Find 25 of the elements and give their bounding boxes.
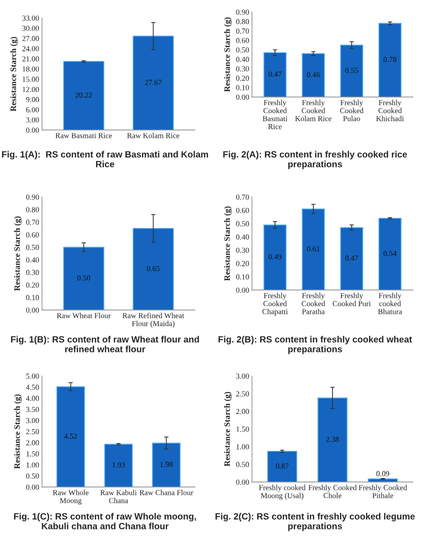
- bar: [378, 218, 402, 290]
- bar: [263, 52, 287, 97]
- y-axis-title: Resistance Starch (g): [224, 392, 232, 466]
- text: Fig. 2(A): RS content in freshly cooked rice preparations: [223, 150, 407, 170]
- text: Fig. 1(C): RS content of raw Whole moong, Kabuli chana and Chana flour: [14, 512, 196, 530]
- bar: [302, 53, 325, 97]
- text: Fig. 2(B): RS content in freshly cooked wheat preparations: [218, 336, 412, 354]
- y-axis-title: Resistance Starch (g): [224, 206, 232, 281]
- bar: [152, 442, 181, 487]
- bar: [340, 227, 364, 290]
- bar: [302, 208, 325, 290]
- bar: [267, 450, 298, 482]
- bar: [378, 22, 402, 97]
- y-axis-title: Resistance Starch (g): [224, 17, 232, 92]
- text: Fig. 1(B): RS content of raw Wheat flour and refined wheat flour: [11, 336, 199, 352]
- bar: [56, 386, 85, 487]
- y-axis-title: Resistance Starch (g): [10, 36, 18, 112]
- y-axis-title: Resistance Starch (g): [14, 394, 22, 469]
- text: Fig. 1(A): RS content of raw Basmati and Kolam Rice: [2, 150, 208, 168]
- bar: [263, 224, 287, 290]
- bar: [104, 444, 133, 487]
- text: Fig. 2(C): RS content in freshly cooked legume preparations: [216, 512, 415, 532]
- bar: [317, 397, 348, 482]
- y-axis-title: Resistance Starch (g): [14, 216, 22, 291]
- bar: [340, 44, 364, 97]
